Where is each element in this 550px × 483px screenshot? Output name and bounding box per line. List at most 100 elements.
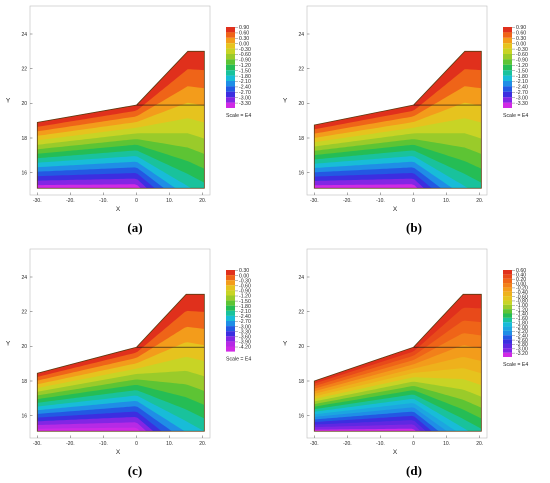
legend-level-label: -2.40 bbox=[239, 85, 251, 91]
legend-swatch bbox=[503, 278, 512, 284]
legend-level-label: 0.00 bbox=[239, 41, 249, 47]
legend-level-label: -3.00 bbox=[239, 95, 251, 101]
legend-swatch bbox=[503, 296, 512, 301]
x-tick-label: 20. bbox=[199, 441, 206, 447]
legend-level-label: -3.00 bbox=[239, 324, 251, 330]
legend-swatch bbox=[226, 37, 235, 44]
legend-swatch bbox=[226, 290, 235, 296]
legend: 0.300.00-0.30-0.60-0.90-1.20-1.50-1.80-2… bbox=[226, 268, 251, 363]
legend-swatch bbox=[226, 315, 235, 321]
legend-level-label: -1.00 bbox=[516, 303, 528, 309]
contour-fill bbox=[314, 294, 482, 432]
legend-level-label: -0.90 bbox=[239, 289, 251, 295]
legend-swatch bbox=[503, 43, 512, 49]
legend-level-label: 0.20 bbox=[516, 277, 526, 283]
x-tick-label: -20. bbox=[66, 198, 75, 204]
y-tick-label: 18 bbox=[298, 379, 304, 385]
x-tick-label: -30. bbox=[310, 441, 319, 447]
x-tick-label: -20. bbox=[343, 198, 352, 204]
legend-level-label: -0.60 bbox=[239, 284, 251, 290]
legend-level-label: -2.40 bbox=[239, 314, 251, 320]
legend-swatch bbox=[503, 313, 512, 318]
legend-swatch bbox=[503, 291, 512, 297]
legend-swatch bbox=[503, 352, 512, 357]
x-tick-label: -10. bbox=[376, 198, 385, 204]
legend-swatch bbox=[226, 97, 235, 103]
legend-swatch bbox=[226, 310, 235, 316]
legend-level-label: -2.20 bbox=[516, 329, 528, 335]
legend-level-label: 0.00 bbox=[239, 273, 249, 279]
legend-swatch bbox=[226, 321, 235, 327]
x-tick-label: 10. bbox=[166, 441, 173, 447]
legend-swatch bbox=[226, 43, 235, 49]
legend-swatch bbox=[226, 285, 235, 291]
x-tick-label: 10. bbox=[443, 441, 450, 447]
legend-level-label: 0.40 bbox=[516, 273, 526, 279]
legend-level-label: -0.90 bbox=[239, 58, 251, 64]
legend-swatch bbox=[503, 48, 512, 54]
legend: 0.900.600.300.00-0.30-0.60-0.90-1.20-1.5… bbox=[503, 25, 528, 119]
legend-swatch bbox=[503, 309, 512, 314]
y-tick-label: 20 bbox=[298, 344, 304, 350]
legend-level-label: 0.90 bbox=[239, 25, 249, 31]
legend-swatch bbox=[503, 300, 512, 305]
legend-swatch bbox=[503, 287, 512, 292]
x-tick-label: 0 bbox=[412, 441, 415, 447]
chart-panel-3: -30. -20. -10. 0 10. 20.1618202224XY0.300.00-… bbox=[6, 248, 251, 478]
y-tick-label: 16 bbox=[21, 413, 27, 419]
plot-frame bbox=[306, 5, 488, 196]
legend-swatch bbox=[503, 86, 512, 92]
legend-swatch bbox=[226, 75, 235, 81]
legend-level-label: -1.80 bbox=[239, 304, 251, 310]
legend: 0.600.400.200.00-0.20-0.40-0.60-0.80-1.0… bbox=[503, 268, 528, 368]
legend-level-label: -1.80 bbox=[239, 74, 251, 80]
legend-swatch bbox=[226, 326, 235, 332]
legend-swatch bbox=[503, 32, 512, 38]
contour-fill bbox=[37, 51, 205, 189]
legend-level-label: -0.30 bbox=[239, 47, 251, 53]
x-tick-label: 0 bbox=[135, 441, 138, 447]
legend-level-label: -2.70 bbox=[239, 90, 251, 96]
legend-level-label: -2.00 bbox=[516, 325, 528, 331]
legend-swatch bbox=[503, 304, 512, 310]
x-tick-label: 20. bbox=[476, 198, 483, 204]
legend-level-label: -1.20 bbox=[239, 63, 251, 69]
legend-swatch bbox=[503, 335, 512, 340]
legend-level-label: 0.90 bbox=[516, 25, 526, 31]
legend-level-label: -2.70 bbox=[516, 90, 528, 96]
legend-level-label: -0.90 bbox=[516, 58, 528, 64]
legend-scale-note: Scale = E4 bbox=[226, 113, 251, 119]
legend-swatch bbox=[226, 59, 235, 65]
y-tick-label: 20 bbox=[298, 101, 304, 107]
legend-level-label: 0.30 bbox=[239, 268, 249, 274]
legend: 0.900.600.300.00-0.30-0.60-0.90-1.20-1.5… bbox=[226, 25, 251, 119]
legend-level-label: -0.80 bbox=[516, 299, 528, 305]
plot-frame bbox=[29, 5, 211, 196]
legend-level-label: -1.60 bbox=[516, 316, 528, 322]
legend-swatch bbox=[503, 339, 512, 344]
y-tick-label: 16 bbox=[298, 170, 304, 176]
legend-level-label: -1.40 bbox=[516, 312, 528, 318]
y-tick-label: 24 bbox=[21, 32, 27, 38]
legend-scale-note: Scale = E4 bbox=[503, 113, 528, 119]
y-axis-label: Y bbox=[283, 98, 288, 105]
y-tick-label: 22 bbox=[298, 309, 304, 315]
legend-level-label: 0.30 bbox=[239, 36, 249, 42]
legend-level-label: -4.20 bbox=[239, 345, 251, 351]
x-axis-label: X bbox=[116, 206, 121, 213]
panel-caption: (a) bbox=[127, 220, 142, 235]
legend-swatch bbox=[226, 86, 235, 92]
legend-swatch bbox=[503, 91, 512, 98]
legend-level-label: 0.00 bbox=[516, 281, 526, 287]
legend-swatch bbox=[226, 270, 235, 276]
panel-caption: (d) bbox=[406, 463, 422, 478]
y-tick-label: 24 bbox=[298, 275, 304, 281]
x-tick-label: 20. bbox=[476, 441, 483, 447]
legend-swatch bbox=[226, 48, 235, 54]
legend-swatch bbox=[226, 280, 235, 286]
legend-swatch bbox=[503, 59, 512, 65]
legend-level-label: -1.20 bbox=[239, 294, 251, 300]
legend-level-label: -1.20 bbox=[516, 307, 528, 313]
panel-caption: (b) bbox=[406, 220, 422, 235]
legend-level-label: -0.60 bbox=[516, 294, 528, 300]
